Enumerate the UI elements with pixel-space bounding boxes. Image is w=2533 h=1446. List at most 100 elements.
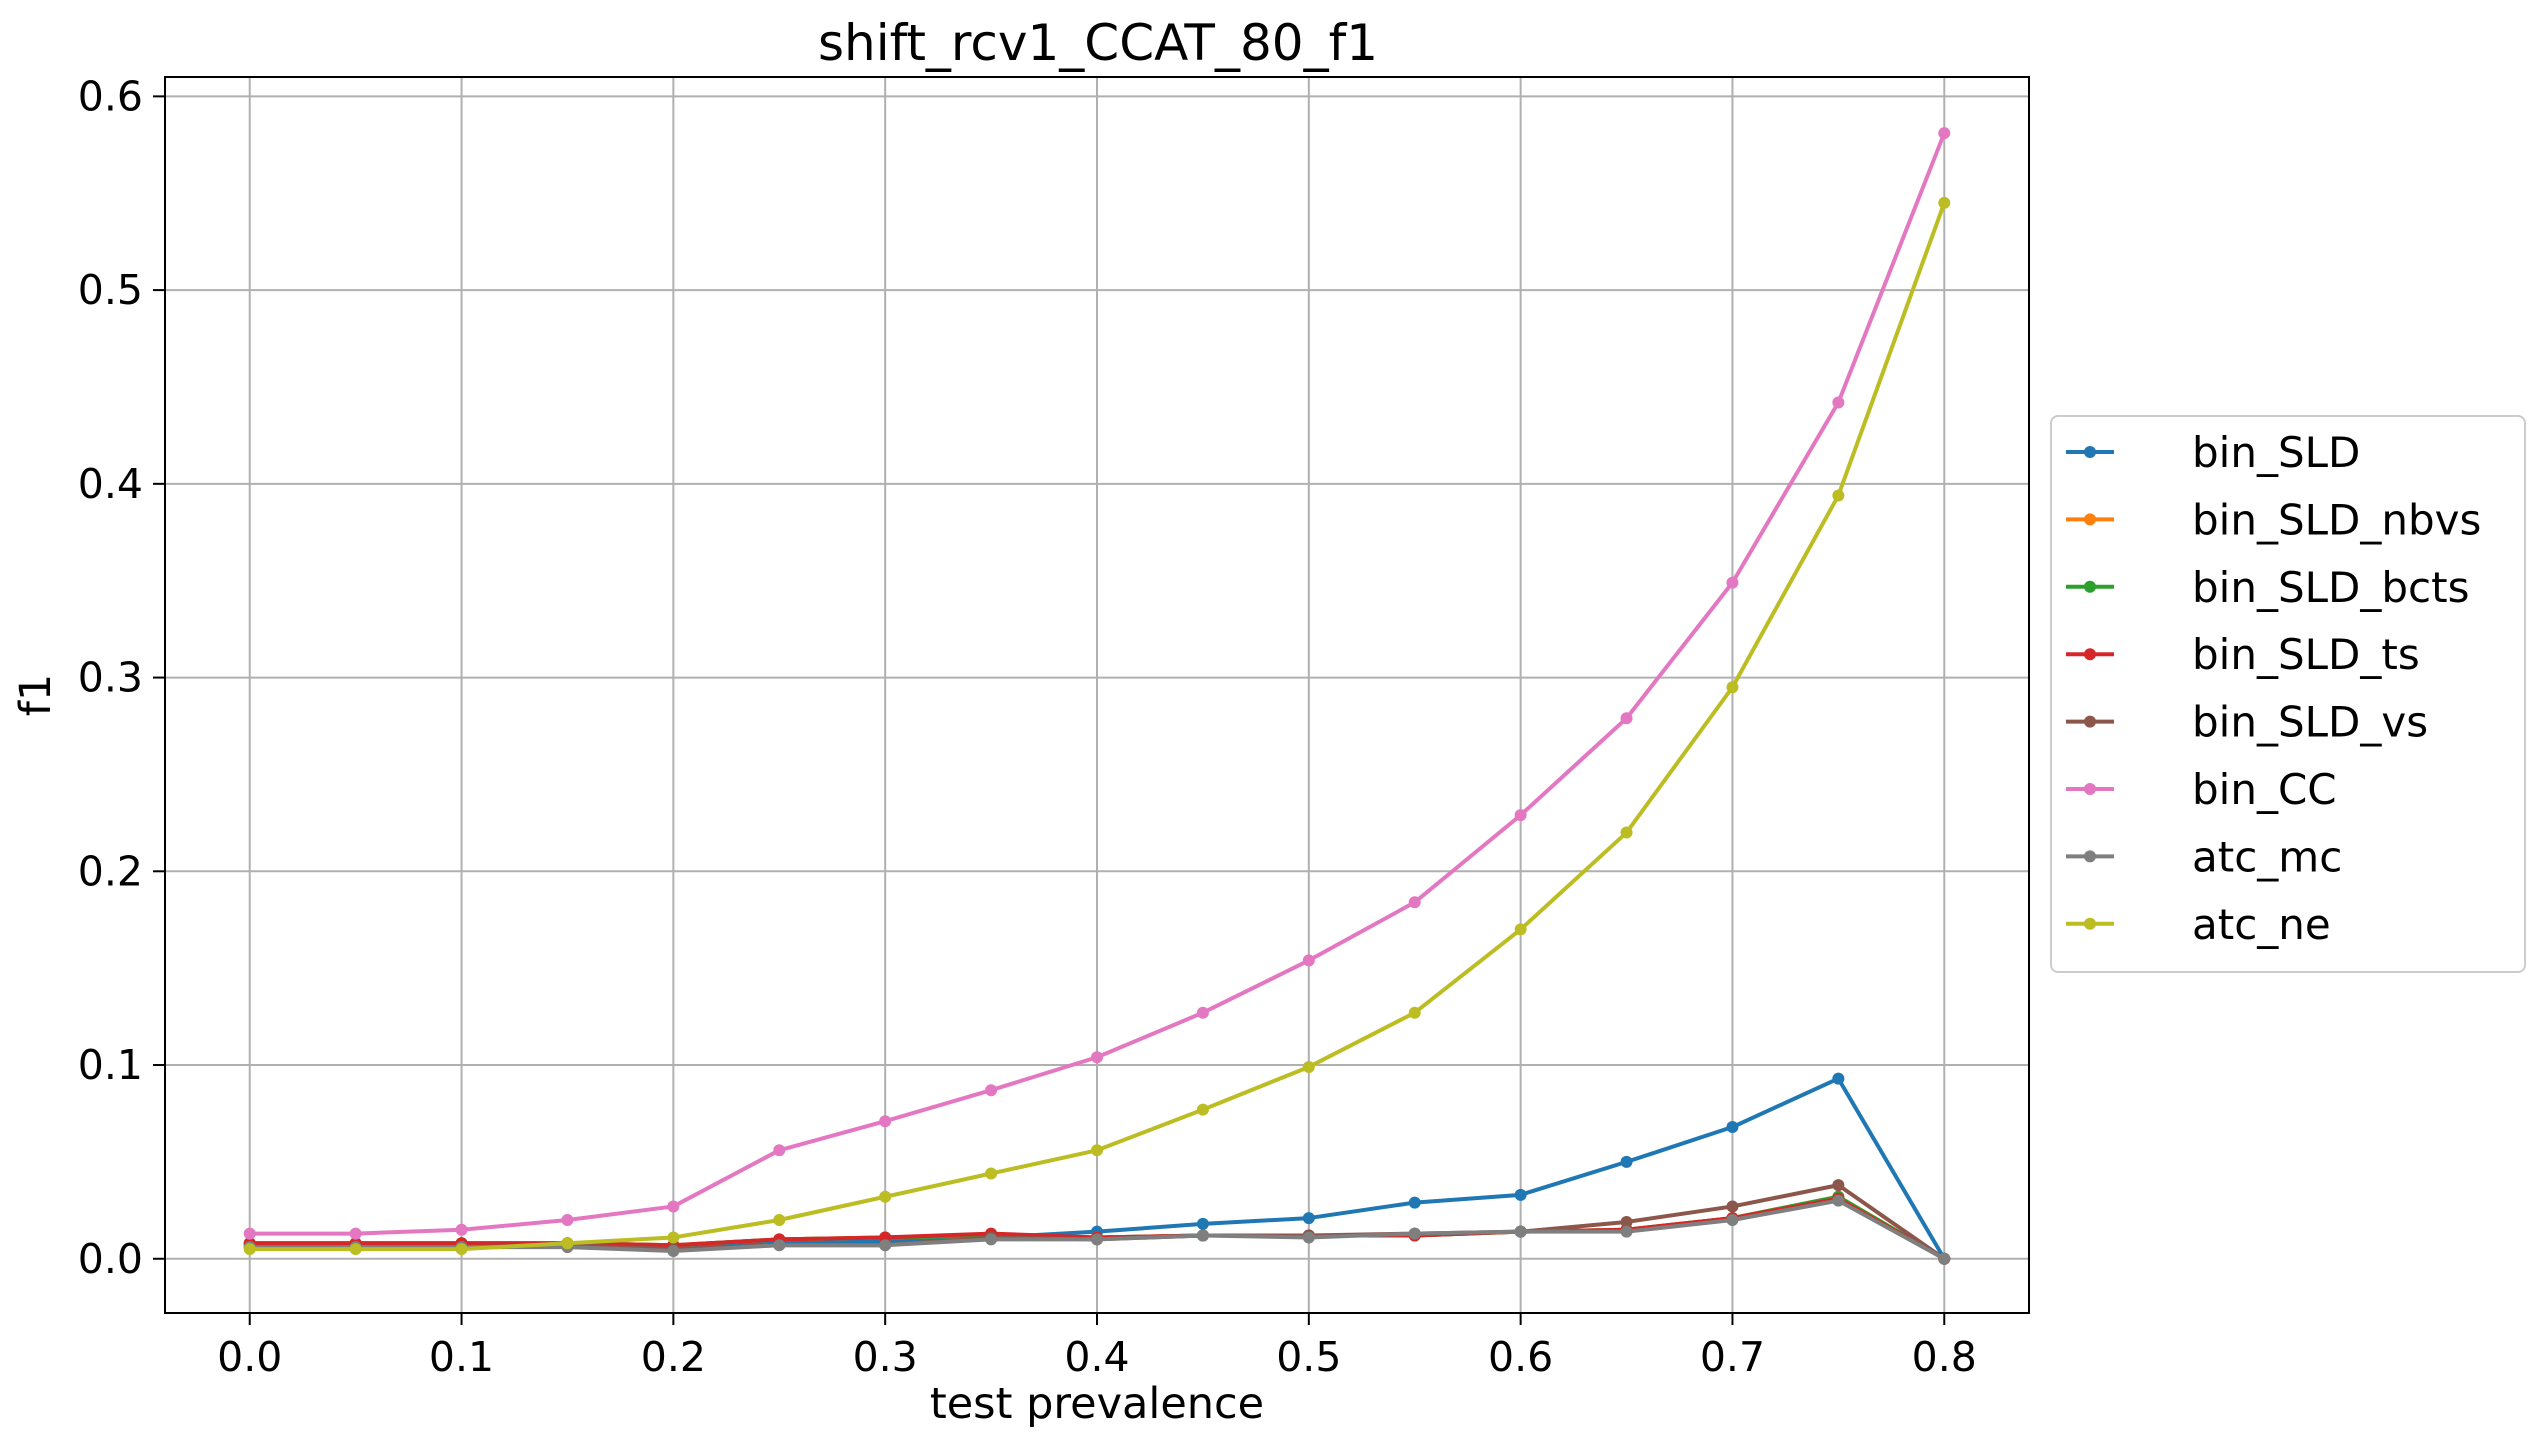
data-point — [1514, 1225, 1527, 1238]
data-point — [1091, 1051, 1103, 1064]
data-point — [1620, 1155, 1633, 1168]
legend-label: bin_SLD_nbvs — [2192, 495, 2481, 544]
data-point — [1832, 1194, 1845, 1207]
data-point — [1302, 1231, 1315, 1244]
y-tick-label: 0.6 — [78, 72, 143, 120]
x-tick-label: 0.0 — [217, 1333, 282, 1381]
y-tick-label: 0.3 — [78, 654, 143, 702]
chart-title: shift_rcv1_CCAT_80_f1 — [818, 14, 1378, 72]
data-point — [1408, 1196, 1421, 1209]
legend-marker — [2084, 513, 2096, 526]
y-axis-label: f1 — [11, 674, 61, 717]
y-tick-label: 0.1 — [78, 1041, 143, 1089]
legend-label: bin_CC — [2192, 765, 2337, 814]
y-tick-label: 0.5 — [78, 266, 143, 314]
data-point — [1726, 576, 1739, 589]
x-tick-label: 0.4 — [1064, 1333, 1129, 1381]
legend-item-atc_ne: atc_ne — [2066, 900, 2331, 949]
data-point — [773, 1214, 786, 1227]
data-point — [1196, 1229, 1209, 1242]
gridlines — [165, 77, 2029, 1313]
data-point — [1196, 1006, 1209, 1019]
x-tick-label: 0.6 — [1488, 1333, 1553, 1381]
legend-item-bin_SLD_vs: bin_SLD_vs — [2066, 698, 2428, 747]
data-point — [1832, 396, 1845, 409]
data-point — [1196, 1217, 1209, 1230]
legend: bin_SLD bin_SLD_nbvs bin_SLD_bcts bin_SLD_t… — [2050, 415, 2526, 973]
y-tick-label: 0.4 — [78, 460, 143, 508]
data-point — [455, 1243, 468, 1256]
legend-marker — [2084, 648, 2096, 661]
legend-item-bin_CC: bin_CC — [2066, 765, 2337, 814]
x-tick-label: 0.8 — [1912, 1333, 1977, 1381]
axes: 0.0 0.1 0.2 0.3 0.4 0.5 0.6 0.7 0.8 0.0 0.1 0.2 0.3 0… — [78, 72, 1977, 1381]
data-point — [1938, 1252, 1951, 1265]
data-point — [1302, 1212, 1315, 1225]
legend-item-bin_SLD_nbvs: bin_SLD_nbvs — [2066, 495, 2481, 544]
data-point — [1196, 1103, 1209, 1116]
legend-box — [2050, 415, 2526, 973]
data-point — [985, 1084, 998, 1097]
legend-item-atc_mc: atc_mc — [2066, 832, 2342, 881]
data-point — [773, 1239, 786, 1252]
data-point — [879, 1115, 892, 1128]
data-point — [243, 1243, 256, 1256]
legend-label: bin_SLD_ts — [2192, 630, 2420, 679]
data-point — [1726, 1121, 1739, 1134]
x-tick-label: 0.5 — [1276, 1333, 1341, 1381]
data-point — [1938, 127, 1951, 140]
data-point — [455, 1223, 468, 1236]
legend-marker — [2084, 850, 2096, 863]
legend-marker — [2084, 446, 2096, 458]
x-axis-label: test prevalence — [930, 1379, 1264, 1429]
data-point — [1091, 1233, 1103, 1246]
data-point — [561, 1237, 574, 1250]
data-point — [1620, 826, 1633, 839]
data-point — [1832, 489, 1845, 502]
x-tick-label: 0.2 — [641, 1333, 706, 1381]
legend-marker — [2084, 917, 2096, 930]
legend-label: bin_SLD_vs — [2192, 698, 2428, 747]
legend-item-bin_SLD: bin_SLD — [2066, 428, 2360, 477]
data-point — [1408, 1006, 1421, 1019]
data-point — [1620, 1225, 1633, 1238]
data-point — [561, 1214, 574, 1227]
series-group — [243, 127, 1951, 1265]
data-point — [1302, 954, 1315, 967]
data-point — [1408, 1227, 1421, 1240]
legend-marker — [2084, 580, 2096, 593]
legend-marker — [2084, 783, 2096, 795]
legend-item-bin_SLD_bcts: bin_SLD_bcts — [2066, 563, 2469, 612]
data-point — [349, 1243, 362, 1256]
legend-label: atc_ne — [2192, 900, 2331, 949]
data-point — [1620, 1215, 1633, 1228]
data-point — [879, 1190, 892, 1203]
x-tick-label: 0.7 — [1700, 1333, 1765, 1381]
data-point — [1514, 923, 1527, 936]
data-point — [667, 1200, 680, 1213]
data-point — [1091, 1144, 1103, 1157]
data-point — [349, 1227, 362, 1240]
data-point — [1726, 1200, 1739, 1213]
data-point — [1620, 712, 1633, 725]
data-point — [985, 1167, 998, 1180]
data-point — [1726, 1214, 1739, 1227]
series-bin_CC — [243, 127, 1951, 1240]
data-point — [1514, 809, 1527, 822]
series-atc_ne — [243, 196, 1951, 1256]
legend-label: bin_SLD — [2192, 428, 2360, 477]
data-point — [773, 1144, 786, 1157]
legend-label: bin_SLD_bcts — [2192, 563, 2469, 612]
legend-marker — [2084, 715, 2096, 728]
x-tick-label: 0.1 — [429, 1333, 494, 1381]
data-point — [243, 1227, 256, 1240]
data-point — [1726, 681, 1739, 694]
y-tick-label: 0.0 — [78, 1235, 143, 1283]
data-point — [667, 1245, 680, 1258]
data-point — [1514, 1188, 1527, 1201]
data-point — [667, 1231, 680, 1244]
data-point — [1408, 896, 1421, 909]
data-point — [879, 1239, 892, 1252]
data-point — [1832, 1179, 1845, 1192]
